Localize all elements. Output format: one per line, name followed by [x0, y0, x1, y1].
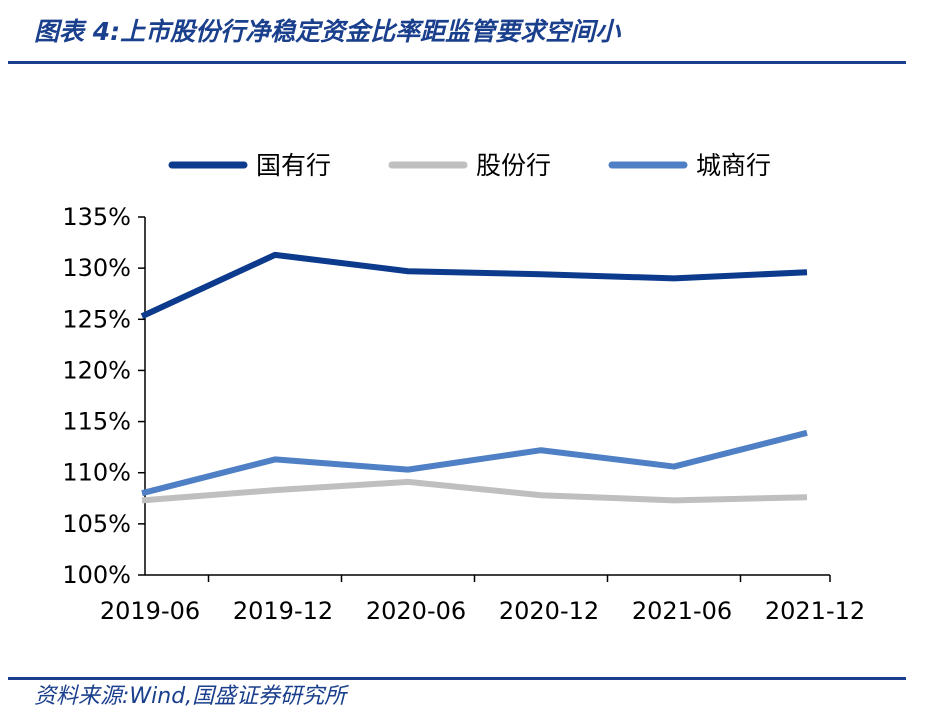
legend: 国有行 股份行 城商行	[168, 151, 771, 180]
x-tick-label: 2021-06	[632, 597, 732, 625]
series-line	[141, 429, 808, 497]
chart-series	[140, 251, 808, 504]
source-divider	[8, 677, 906, 680]
legend-label: 城商行	[696, 151, 771, 180]
x-tick-label: 2019-06	[100, 597, 200, 625]
chart-axes: 100% 105% 110% 115% 120% 125% 130% 135% 2019-06 2…	[62, 203, 865, 625]
title-divider	[8, 61, 906, 64]
y-tick-label: 120%	[62, 356, 131, 384]
y-tick-label: 100%	[62, 561, 131, 589]
series-line	[141, 478, 808, 504]
x-tick-label: 2019-12	[233, 597, 333, 625]
y-tick-label: 115%	[62, 408, 131, 436]
x-tick-label: 2020-12	[499, 597, 599, 625]
y-tick-label: 105%	[62, 510, 131, 538]
legend-label: 国有行	[256, 151, 331, 180]
series-line	[140, 251, 808, 319]
x-tick-label: 2021-12	[765, 597, 865, 625]
y-tick-label: 135%	[62, 203, 131, 231]
legend-label: 股份行	[476, 151, 551, 180]
y-tick-label: 110%	[62, 459, 131, 487]
chart-title: 图表 4:上市股份行净稳定资金比率距监管要求空间小	[34, 17, 621, 46]
source-note: 资料来源:Wind,国盛证券研究所	[34, 684, 347, 709]
x-tick-label: 2020-06	[366, 597, 466, 625]
y-tick-label: 125%	[62, 305, 131, 333]
y-tick-label: 130%	[62, 254, 131, 282]
